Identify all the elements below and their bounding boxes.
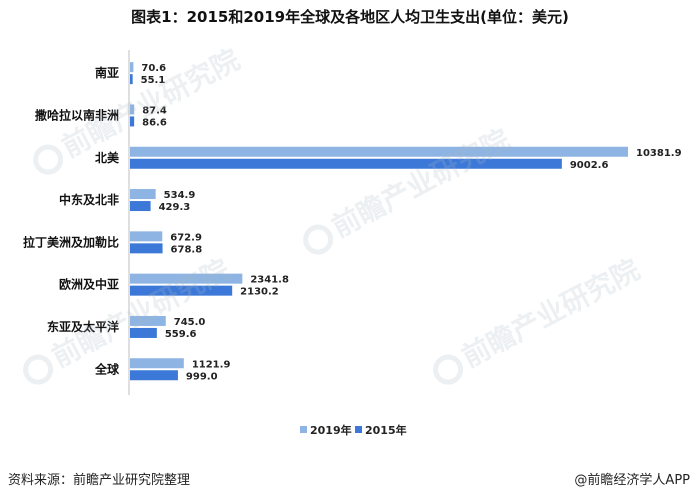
bar-2019	[130, 146, 628, 157]
data-label: 55.1	[141, 75, 166, 86]
bar-2019	[130, 62, 134, 73]
bar-2019	[130, 315, 166, 326]
source-note: 资料来源：前瞻产业研究院整理	[8, 473, 191, 488]
data-label: 745.0	[174, 317, 206, 328]
data-label: 86.6	[142, 117, 167, 128]
legend-swatch	[300, 426, 307, 433]
bar-2015	[130, 327, 157, 338]
category-label: 拉丁美洲及加勒比	[23, 234, 119, 249]
bar-2015	[130, 116, 135, 127]
category-label: 中东及北非	[59, 192, 119, 207]
data-label: 678.8	[171, 244, 203, 255]
legend-label: 2015年	[365, 423, 407, 437]
data-label: 672.9	[170, 232, 202, 243]
data-label: 87.4	[142, 105, 167, 116]
category-label: 全球	[94, 361, 120, 376]
data-label: 1121.9	[192, 359, 231, 370]
brand-credit: @前瞻经济学人APP	[574, 473, 690, 488]
data-label: 9002.6	[570, 160, 609, 171]
bar-series	[130, 62, 628, 381]
legend: 2019年 2015年	[300, 423, 407, 437]
bar-2019	[130, 358, 184, 369]
legend-label: 2019年	[310, 423, 352, 437]
bar-2019	[130, 273, 243, 284]
data-label: 534.9	[164, 190, 196, 201]
bar-2019	[130, 231, 163, 242]
data-label: 999.0	[186, 371, 218, 382]
data-label: 429.3	[159, 202, 191, 213]
category-label: 南亚	[95, 65, 119, 80]
bar-2015	[130, 243, 163, 254]
legend-swatch	[355, 426, 362, 433]
data-label: 559.6	[165, 329, 197, 340]
category-label: 欧洲及中亚	[59, 277, 119, 292]
bar-2015	[130, 201, 151, 212]
bar-2015	[130, 74, 133, 85]
data-label: 70.6	[141, 63, 166, 74]
category-label: 东亚及太平洋	[47, 319, 119, 334]
bar-2015	[130, 285, 233, 296]
chart-title: 图表1：2015和2019年全球及各地区人均卫生支出(单位：美元)	[131, 8, 569, 26]
data-label: 10381.9	[636, 148, 682, 159]
data-label: 2341.8	[250, 275, 289, 286]
bar-2019	[130, 189, 156, 200]
data-label: 2130.2	[240, 287, 279, 298]
category-label: 撒哈拉以南非洲	[35, 107, 119, 122]
bar-2015	[130, 158, 562, 169]
category-label: 北美	[95, 150, 120, 165]
bar-2019	[130, 104, 135, 115]
bar-2015	[130, 370, 178, 381]
